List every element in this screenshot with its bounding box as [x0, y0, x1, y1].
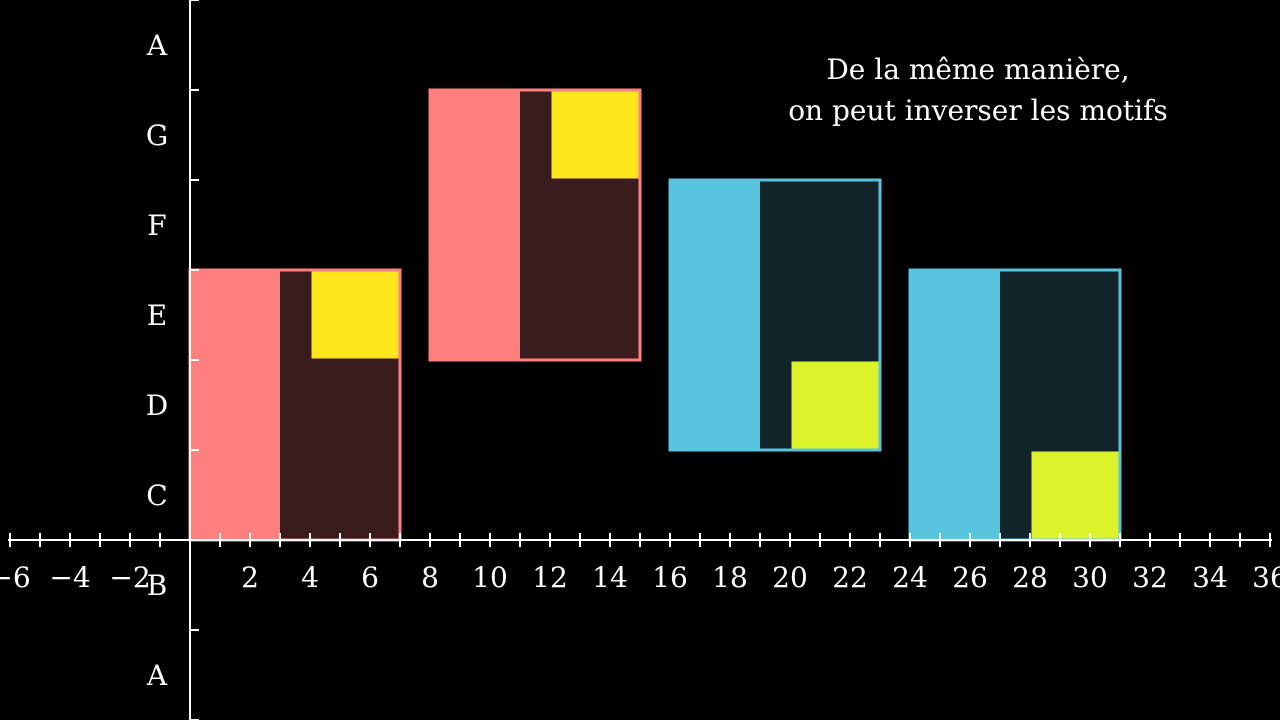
x-tick-label: 28 — [1012, 561, 1048, 594]
x-tick-label: 34 — [1192, 561, 1228, 594]
x-tick-label: 36 — [1252, 561, 1280, 594]
x-tick-label: 24 — [892, 561, 928, 594]
block-3-bar — [670, 180, 760, 450]
block-3-square — [791, 361, 879, 449]
y-tick-label: E — [147, 299, 167, 332]
block-2 — [428, 88, 642, 362]
block-2-bar — [430, 90, 520, 360]
x-tick-label: 12 — [532, 561, 568, 594]
y-tick-label: D — [146, 389, 168, 422]
y-tick-label: G — [146, 119, 168, 152]
x-tick-label: 10 — [472, 561, 508, 594]
block-2-square — [551, 91, 639, 179]
block-1-bar — [190, 270, 280, 540]
y-tick-label: C — [146, 479, 167, 512]
x-tick-label: 16 — [652, 561, 688, 594]
block-4 — [908, 268, 1122, 542]
x-tick-label: 8 — [421, 561, 439, 594]
x-tick-label: 6 — [361, 561, 379, 594]
block-2-outline — [428, 88, 642, 362]
x-tick-label: 22 — [832, 561, 868, 594]
x-tick-label: 26 — [952, 561, 988, 594]
block-1 — [188, 268, 402, 542]
x-tick-label: −4 — [49, 561, 90, 594]
x-tick-label: −6 — [0, 561, 31, 594]
x-tick-label: 4 — [301, 561, 319, 594]
x-tick-label: 20 — [772, 561, 808, 594]
labels-layer: −6 −4 −2 2 4 6 8 10 12 14 16 18 20 22 24 26 28 30 32 34 36AB… — [0, 29, 1280, 692]
y-tick-label: A — [146, 29, 168, 62]
x-tick-label: 18 — [712, 561, 748, 594]
annotation-line-2: on peut inverser les motifs — [788, 94, 1168, 127]
x-tick-label: 14 — [592, 561, 628, 594]
block-1-square — [311, 271, 399, 359]
block-3 — [668, 178, 882, 452]
annotation-line-1: De la même manière, — [826, 53, 1129, 86]
x-tick-label: 2 — [241, 561, 259, 594]
axes-layer — [8, 0, 1272, 720]
x-tick-label: 30 — [1072, 561, 1108, 594]
blocks-layer — [188, 88, 1122, 542]
block-4-bar — [910, 270, 1000, 540]
x-tick-label: −2 — [109, 561, 150, 594]
y-tick-label: B — [147, 569, 168, 602]
block-4-square — [1031, 451, 1119, 539]
y-tick-label: A — [146, 659, 168, 692]
block-3-outline — [668, 178, 882, 452]
y-tick-label: F — [147, 209, 166, 242]
x-tick-label: 32 — [1132, 561, 1168, 594]
